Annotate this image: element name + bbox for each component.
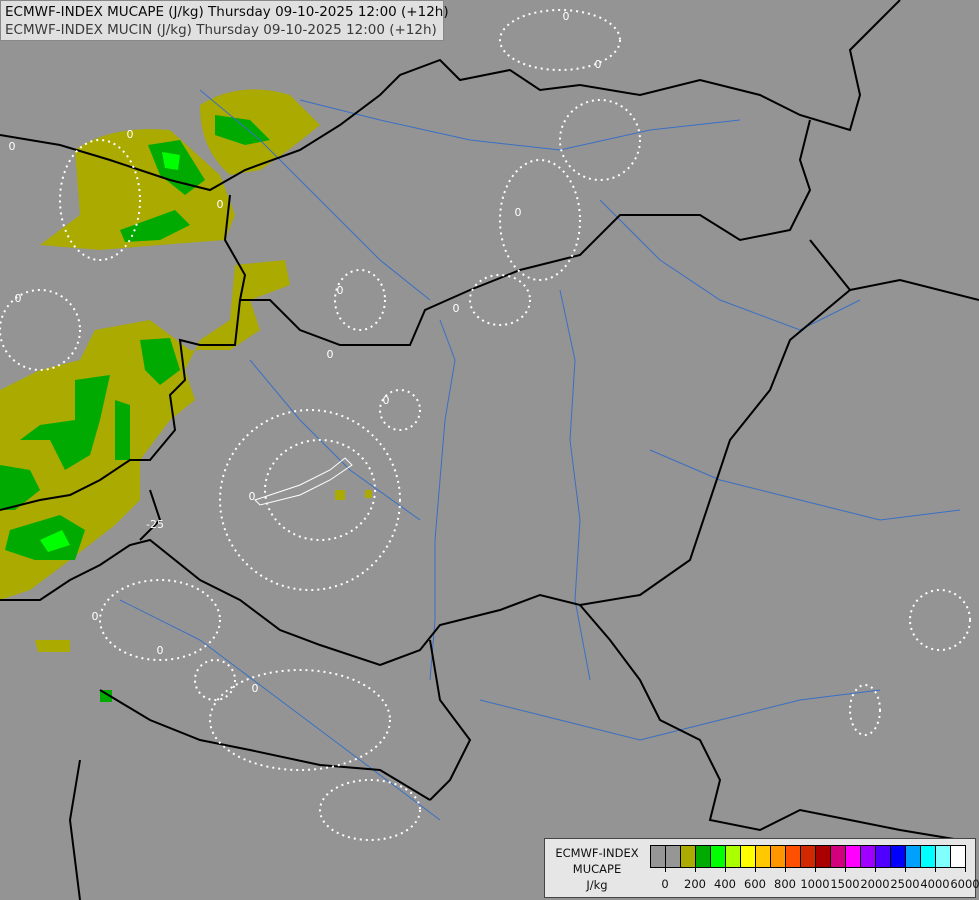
contour-label: 0	[595, 58, 602, 71]
cape-area-green	[140, 338, 180, 385]
contour-label: 0	[337, 284, 344, 297]
legend-swatch	[666, 846, 681, 867]
legend-tick	[905, 867, 906, 872]
contour-label: -25	[146, 518, 164, 531]
cape-area-olive	[335, 490, 372, 500]
contour-labels: 0 0 0 0 0 0 0 0 0 0 0 0 -25 0 0 0	[9, 10, 602, 695]
legend-tick-label: 1000	[800, 877, 830, 891]
contour-label: 0	[127, 128, 134, 141]
mucape-areas	[0, 89, 372, 702]
contour-label: 0	[327, 348, 334, 361]
legend-tick-label: 6000	[950, 877, 979, 891]
legend-tick	[815, 867, 816, 872]
legend-swatch	[771, 846, 786, 867]
cape-area-green	[100, 690, 112, 702]
cape-area-green	[120, 210, 190, 242]
legend-swatch	[921, 846, 936, 867]
legend-swatch	[801, 846, 816, 867]
cape-area-bright-green	[40, 530, 70, 552]
cape-area-bright-green	[162, 152, 180, 170]
legend-tick-label: 2500	[890, 877, 920, 891]
cape-area-green	[0, 465, 40, 510]
legend-swatch	[891, 846, 906, 867]
legend-swatch	[726, 846, 741, 867]
legend-tick-label: 4000	[920, 877, 950, 891]
legend-swatch	[741, 846, 756, 867]
map-title: ECMWF-INDEX MUCAPE (J/kg) Thursday 09-10…	[0, 0, 449, 41]
legend-swatch	[906, 846, 921, 867]
legend-swatch	[816, 846, 831, 867]
legend-tick-label: 2000	[860, 877, 890, 891]
rivers	[119, 89, 961, 821]
contour-label: 0	[92, 610, 99, 623]
legend-tick-label: 0	[661, 877, 669, 891]
legend-tick-label: 1500	[830, 877, 860, 891]
cape-area-green	[115, 400, 130, 460]
contour-label: 0	[383, 394, 390, 407]
legend-tick-label: 200	[684, 877, 706, 891]
cape-area-green	[5, 515, 85, 560]
legend-swatches	[650, 845, 966, 868]
legend-swatch	[681, 846, 696, 867]
cape-area-olive	[35, 640, 70, 652]
legend-tick	[725, 867, 726, 872]
cape-area-green	[20, 375, 110, 470]
contour-label: 0	[563, 10, 570, 23]
legend-swatch	[786, 846, 801, 867]
contour-label: 0	[9, 140, 16, 153]
contour-label: 0	[157, 644, 164, 657]
legend-tick	[695, 867, 696, 872]
legend-swatch	[951, 846, 965, 867]
legend-swatch	[846, 846, 861, 867]
legend-swatch	[861, 846, 876, 867]
legend-tick	[785, 867, 786, 872]
legend-swatch	[696, 846, 711, 867]
legend-tick	[665, 867, 666, 872]
legend-swatch	[756, 846, 771, 867]
title-mucin: ECMWF-INDEX MUCIN (J/kg) Thursday 09-10-…	[5, 22, 437, 38]
legend-tick	[755, 867, 756, 872]
legend-tick-label: 600	[744, 877, 766, 891]
legend-tick	[965, 867, 966, 872]
legend-tick-label: 400	[714, 877, 736, 891]
legend-ticks: 0 200 400 600 800 1000 1500 2000 2500 4000 6000	[650, 867, 979, 897]
legend-swatch	[651, 846, 666, 867]
legend-tick	[845, 867, 846, 872]
legend-swatch	[831, 846, 846, 867]
contour-label: 0	[217, 198, 224, 211]
legend-unit: J/kg	[586, 878, 608, 892]
contour-label: 0	[15, 292, 22, 305]
legend-swatch	[936, 846, 951, 867]
contour-label: 0	[453, 302, 460, 315]
legend-swatch	[876, 846, 891, 867]
contour-label: 0	[252, 682, 259, 695]
legend-swatch	[711, 846, 726, 867]
legend-parameter: MUCAPE	[572, 862, 622, 876]
legend-tick	[875, 867, 876, 872]
color-legend: ECMWF-INDEX MUCAPE J/kg 0 200 400 600 800 100…	[544, 838, 979, 898]
contour-label: 0	[515, 206, 522, 219]
mucin-contours	[0, 9, 971, 841]
contour-label: 0	[249, 490, 256, 503]
legend-tick-label: 800	[774, 877, 796, 891]
legend-title: ECMWF-INDEX MUCAPE J/kg	[549, 845, 645, 893]
legend-model: ECMWF-INDEX	[555, 846, 639, 860]
lake-balaton	[254, 457, 353, 506]
title-mucape: ECMWF-INDEX MUCAPE (J/kg) Thursday 09-10…	[5, 4, 449, 20]
legend-tick	[935, 867, 936, 872]
